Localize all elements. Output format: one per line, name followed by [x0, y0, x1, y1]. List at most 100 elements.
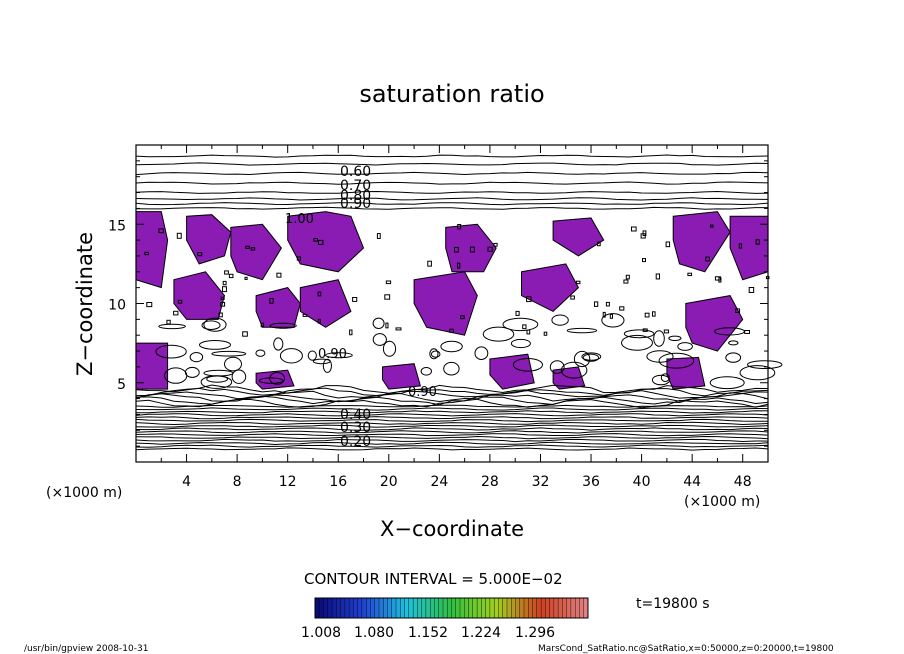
colorbar-segment-34	[459, 597, 465, 619]
x-axis-unit: (×1000 m)	[684, 494, 760, 510]
contour-speck-47	[487, 246, 493, 252]
contour-speck-30	[665, 241, 671, 248]
colorbar-segment-0	[314, 597, 320, 619]
contour-lower-13	[135, 424, 769, 428]
contour-label-060: 0.60	[340, 164, 371, 180]
supersaturated-region-7	[445, 223, 497, 273]
contour-upper-7	[135, 206, 768, 210]
contour-eddy-43	[566, 327, 598, 334]
contour-eddy-23	[651, 374, 671, 386]
contour-speck-54	[222, 280, 227, 286]
contour-eddy-54	[307, 350, 317, 361]
contour-eddy-9	[646, 350, 674, 363]
contour-speck-62	[714, 276, 721, 281]
x-tick-label-32: 32	[532, 474, 550, 490]
colorbar-segment-51	[532, 597, 538, 619]
x-tick-label-28: 28	[481, 474, 499, 490]
contour-eddy-47	[322, 358, 332, 373]
contour-speck-28	[748, 287, 755, 293]
colorbar-segment-5	[336, 597, 342, 619]
colorbar-segment-4	[331, 597, 337, 619]
x-tick-label-12: 12	[279, 474, 297, 490]
contour-speck-13	[575, 280, 581, 285]
contour-speck-31	[460, 315, 465, 320]
contour-speck-17	[173, 310, 179, 316]
contour-eddy-35	[430, 350, 441, 358]
contour-lines	[135, 154, 783, 451]
contour-eddy-42	[623, 329, 655, 339]
colorbar-segment-22	[408, 597, 414, 619]
contour-eddy-38	[224, 356, 242, 372]
contour-lower-20	[135, 444, 769, 448]
x-tick-label-8: 8	[233, 474, 242, 490]
contour-eddy-28	[325, 352, 353, 359]
contour-speck-77	[427, 260, 432, 267]
contour-speck-59	[449, 328, 454, 333]
colorbar-segment-24	[417, 597, 423, 619]
contour-lower-14	[135, 427, 769, 431]
contour-speck-39	[385, 322, 389, 329]
contour-label-090-left: 0.90	[318, 347, 347, 362]
contour-eddy-17	[512, 358, 544, 372]
contour-speck-65	[605, 301, 610, 307]
contour-speck-52	[454, 246, 459, 253]
colorbar-segment-60	[570, 597, 576, 619]
contour-speck-67	[228, 273, 234, 279]
colorbar-segment-31	[447, 597, 453, 619]
colorbar-segment-56	[553, 597, 559, 619]
contour-speck-53	[269, 298, 274, 304]
contour-speck-56	[652, 311, 656, 317]
contour-eddy-44	[382, 340, 397, 357]
contour-labels-top: 0.60 0.70 0.80 0.90	[340, 164, 371, 212]
colorbar-segment-62	[579, 597, 585, 619]
contour-lower-12	[135, 421, 769, 426]
x-tick-label-40: 40	[633, 474, 651, 490]
contour-eddy-1	[189, 352, 204, 363]
contour-eddy-18	[372, 333, 387, 346]
contour-label-090-right: 0.90	[408, 385, 437, 400]
contour-speck-73	[705, 256, 710, 262]
contour-speck-36	[642, 328, 648, 332]
contour-speck-74	[349, 329, 353, 336]
y-axis-unit: (×1000 m)	[46, 485, 122, 501]
supersaturated-region-13	[685, 295, 744, 352]
contour-speck-76	[276, 272, 282, 278]
contour-speck-71	[317, 291, 322, 297]
contour-speck-19	[631, 226, 637, 232]
colorbar-segment-57	[557, 597, 563, 619]
contour-speck-45	[222, 286, 227, 293]
contour-eddy-34	[668, 335, 682, 341]
contour-speck-46	[352, 297, 358, 302]
contour-speck-55	[469, 246, 475, 253]
x-tick-label-24: 24	[430, 474, 448, 490]
supersaturated-region-2	[173, 271, 226, 320]
colorbar-segment-8	[348, 597, 354, 619]
colorbar-segment-48	[519, 597, 525, 619]
contour-speck-18	[220, 302, 226, 307]
y-axis-ticks: 5 10 15	[108, 160, 768, 447]
x-tick-label-16: 16	[329, 474, 347, 490]
contour-eddy-20	[658, 352, 695, 369]
contour-eddy-45	[155, 344, 187, 359]
colorbar-segment-16	[383, 597, 389, 619]
contour-eddy-51	[203, 369, 234, 377]
contour-eddy-21	[502, 317, 539, 332]
colorbar-segment-14	[374, 597, 380, 619]
colorbar-segment-36	[468, 597, 474, 619]
x-axis-label: X−coordinate	[380, 517, 524, 541]
contour-speck-57	[457, 262, 461, 269]
colorbar-segment-40	[485, 597, 491, 619]
supersaturated-region-10	[521, 263, 580, 313]
contour-speck-4	[317, 318, 321, 324]
colorbar-segment-49	[523, 597, 529, 619]
contour-lower-10	[135, 416, 769, 420]
contour-eddy-48	[725, 352, 742, 363]
contour-speck-0	[218, 312, 223, 318]
footer-right: MarsCond_SatRatio.nc@SatRatio,x=0:50000,…	[538, 644, 834, 654]
x-tick-label-4: 4	[182, 474, 191, 490]
y-axis-label: Z−coordinate	[73, 232, 97, 376]
contour-labels-bottom: 0.40 0.30 0.20	[340, 407, 371, 450]
colorbar-segment-32	[451, 597, 457, 619]
contour-eddy-6	[203, 317, 227, 332]
contour-speck-11	[250, 247, 256, 251]
